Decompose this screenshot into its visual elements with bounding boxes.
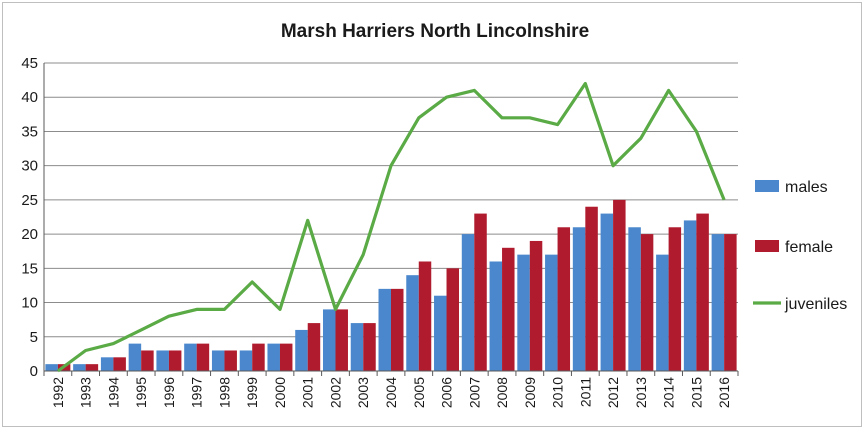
bar-males-2001 <box>295 329 308 371</box>
x-tick-label-2013: 2013 <box>633 377 649 408</box>
legend-swatch-males <box>755 180 779 192</box>
y-tick-label-15: 15 <box>21 260 38 277</box>
y-tick-label-30: 30 <box>21 158 38 175</box>
x-tick-label-2006: 2006 <box>439 377 455 408</box>
bar-female-2003 <box>363 323 376 371</box>
x-tick-label-2016: 2016 <box>716 377 732 408</box>
x-tick-label-2005: 2005 <box>411 377 427 408</box>
bar-female-2008 <box>502 247 515 371</box>
chart-title: Marsh Harriers North Lincolnshire <box>281 21 589 42</box>
x-tick-label-1993: 1993 <box>78 377 94 408</box>
bar-female-2004 <box>391 288 404 371</box>
y-tick-label-20: 20 <box>21 226 38 243</box>
bar-female-1996 <box>168 350 182 371</box>
bar-males-1997 <box>184 343 197 371</box>
line-juveniles <box>56 81 726 373</box>
legend-swatch-female <box>755 240 779 252</box>
bar-female-2006 <box>446 268 460 371</box>
bar-female-2000 <box>279 343 293 371</box>
x-tick-label-1994: 1994 <box>105 377 121 408</box>
x-tick-label-2011: 2011 <box>577 377 593 407</box>
y-tick-label-5: 5 <box>30 329 38 346</box>
bar-males-1994 <box>100 357 114 371</box>
x-tick-label-2009: 2009 <box>522 377 538 408</box>
bar-female-2009 <box>529 240 543 371</box>
x-tick-label-2014: 2014 <box>661 377 677 408</box>
bar-female-1998 <box>224 350 237 371</box>
bar-males-1998 <box>211 350 225 371</box>
y-tick-label-25: 25 <box>21 192 38 209</box>
bar-males-2012 <box>600 213 614 371</box>
bar-males-1999 <box>239 350 253 371</box>
x-tick-label-1998: 1998 <box>216 377 232 408</box>
bar-males-2002 <box>322 309 336 371</box>
bar-males-2003 <box>350 323 364 371</box>
bar-female-2015 <box>696 213 709 371</box>
y-tick-label-10: 10 <box>21 295 38 312</box>
bar-female-2012 <box>613 199 626 371</box>
x-tick-label-2010: 2010 <box>550 377 566 408</box>
x-tick-label-1996: 1996 <box>161 377 177 408</box>
y-tick-label-0: 0 <box>30 363 38 380</box>
bar-males-1992 <box>45 364 58 371</box>
bar-female-1995 <box>141 350 154 371</box>
x-tick-label-2003: 2003 <box>355 377 371 408</box>
bar-female-2002 <box>335 309 348 371</box>
bar-males-2004 <box>378 288 391 371</box>
bar-males-2013 <box>628 227 641 371</box>
x-tick-label-1995: 1995 <box>133 377 149 408</box>
bar-female-2001 <box>307 323 321 371</box>
bar-female-2007 <box>474 213 487 371</box>
bar-males-2010 <box>545 254 558 371</box>
legend: males female juveniles <box>753 179 847 313</box>
y-tick-label-40: 40 <box>21 89 38 106</box>
legend-label-juveniles: juveniles <box>784 296 847 313</box>
bar-female-2011 <box>585 206 598 371</box>
x-tick-label-2007: 2007 <box>466 377 482 408</box>
bar-female-1999 <box>252 343 265 371</box>
x-tick-label-2015: 2015 <box>688 377 704 408</box>
bar-males-2006 <box>434 295 447 371</box>
bar-female-1994 <box>113 357 126 371</box>
legend-label-males: males <box>785 179 828 196</box>
bar-males-2009 <box>517 254 530 371</box>
x-tick-label-1997: 1997 <box>189 377 205 408</box>
x-tick-label-2008: 2008 <box>494 377 510 408</box>
y-tick-label-35: 35 <box>21 123 38 140</box>
bar-males-2011 <box>572 227 586 371</box>
bar-males-2015 <box>683 220 697 371</box>
x-tick-label-2012: 2012 <box>605 377 621 408</box>
bar-males-1993 <box>73 364 86 371</box>
bar-males-2005 <box>406 275 419 371</box>
bar-female-1997 <box>196 343 210 371</box>
juveniles-line-layer <box>56 81 726 373</box>
x-tick-label-2002: 2002 <box>327 377 343 408</box>
bar-female-2014 <box>668 227 682 371</box>
y-tick-label-45: 45 <box>21 55 38 72</box>
x-tick-label-2000: 2000 <box>272 377 288 408</box>
bar-female-2005 <box>418 261 432 371</box>
bar-female-2016 <box>724 234 737 371</box>
chart: Marsh Harriers North Lincolnshire 0 5 10 15… <box>21 21 847 408</box>
bar-males-2014 <box>656 254 669 371</box>
bar-female-2013 <box>640 234 654 371</box>
bar-female-2010 <box>557 227 571 371</box>
x-tick-label-2001: 2001 <box>300 377 316 408</box>
axes: 0 5 10 15 20 25 30 35 40 45 1992 1993 1994 1995 1996 19… <box>21 55 739 408</box>
bar-males-1995 <box>128 343 142 371</box>
chart-frame: Marsh Harriers North Lincolnshire 0 5 10 15… <box>2 2 862 427</box>
bar-males-1996 <box>156 350 169 371</box>
legend-label-female: female <box>785 239 833 256</box>
x-tick-label-1999: 1999 <box>244 377 260 408</box>
bar-males-2016 <box>711 234 725 371</box>
bars <box>45 199 737 371</box>
bar-males-2008 <box>489 261 503 371</box>
bar-males-2000 <box>267 343 280 371</box>
x-tick-label-2004: 2004 <box>383 377 399 408</box>
bar-males-2007 <box>461 234 475 371</box>
bar-female-1993 <box>85 364 99 371</box>
x-tick-label-1992: 1992 <box>50 377 66 408</box>
